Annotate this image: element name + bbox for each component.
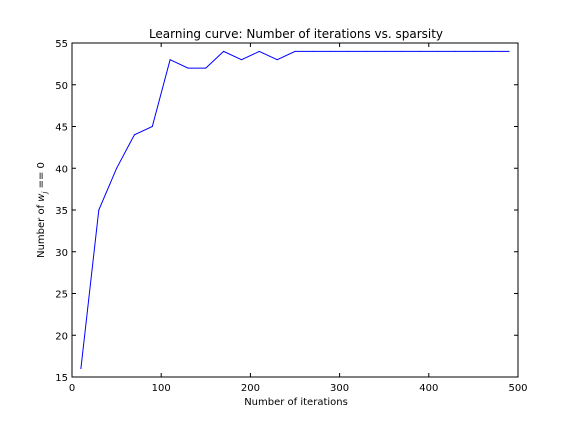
data-point — [80, 368, 82, 370]
x-tick-label: 0 — [69, 383, 75, 394]
y-tick-label: 55 — [55, 39, 68, 50]
data-point — [312, 50, 314, 52]
data-point — [276, 59, 278, 61]
x-tick-label: 500 — [508, 383, 527, 394]
data-point — [294, 50, 296, 52]
y-tick-label: 25 — [55, 290, 68, 301]
data-point — [133, 134, 135, 136]
data-series — [80, 50, 510, 370]
data-point — [240, 59, 242, 61]
y-tick-label: 40 — [55, 164, 68, 175]
y-axis-label-symbol: w — [36, 193, 47, 202]
data-point — [365, 50, 367, 52]
y-tick-label: 45 — [55, 123, 68, 134]
y-axis-label-subscript: j — [41, 192, 49, 195]
data-point — [472, 50, 474, 52]
y-axis-label-prefix: Number of — [36, 202, 47, 258]
data-point — [98, 209, 100, 211]
x-tick-label: 100 — [152, 383, 171, 394]
data-point — [490, 50, 492, 52]
data-point — [258, 50, 260, 52]
data-point — [116, 167, 118, 169]
x-tick-label: 400 — [419, 383, 438, 394]
data-point — [383, 50, 385, 52]
data-point — [508, 50, 510, 52]
data-point — [223, 50, 225, 52]
data-point — [401, 50, 403, 52]
data-point — [419, 50, 421, 52]
y-tick-label: 35 — [55, 206, 68, 217]
data-point — [205, 67, 207, 69]
data-point — [151, 126, 153, 127]
y-tick-label: 20 — [55, 331, 68, 342]
y-axis-label: Number of wj == 0 — [36, 162, 49, 258]
y-axis-label-suffix: == 0 — [36, 162, 47, 191]
data-point — [169, 59, 171, 61]
y-tick-label: 30 — [55, 248, 68, 259]
data-point — [187, 67, 189, 69]
data-point — [455, 50, 457, 52]
chart-title: Learning curve: Number of iterations vs.… — [149, 27, 443, 41]
x-axis-label: Number of iterations — [244, 397, 348, 408]
y-tick-label: 15 — [55, 373, 68, 384]
x-tick-label: 200 — [241, 383, 260, 394]
y-tick-label: 50 — [55, 81, 68, 92]
x-tick-label: 300 — [330, 383, 349, 394]
plot-frame — [71, 42, 519, 378]
data-point — [437, 50, 439, 52]
data-point — [348, 50, 350, 52]
data-point — [330, 50, 332, 52]
